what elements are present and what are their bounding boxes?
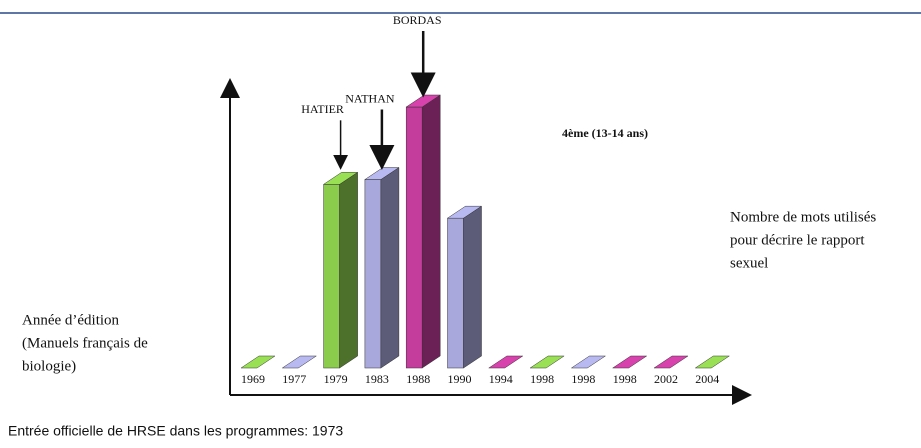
x-tick-label: 1983 bbox=[365, 372, 389, 386]
bar bbox=[446, 205, 483, 369]
bar-top bbox=[281, 355, 318, 369]
bar-top bbox=[487, 355, 524, 369]
bar-side bbox=[380, 167, 400, 369]
bar bbox=[405, 94, 442, 369]
bar bbox=[529, 355, 565, 369]
bar bbox=[570, 355, 607, 369]
x-tick-label: 1990 bbox=[448, 372, 472, 386]
bar-front bbox=[447, 217, 464, 369]
bar bbox=[364, 167, 400, 369]
bar-front bbox=[323, 184, 340, 369]
bar-side bbox=[421, 94, 441, 369]
x-tick-label: 1998 bbox=[530, 372, 554, 386]
bar bbox=[281, 355, 318, 369]
x-tick-label: 1988 bbox=[406, 372, 430, 386]
bar bbox=[611, 355, 648, 369]
x-tick-label: 2002 bbox=[654, 372, 678, 386]
x-axis-label: biologie) bbox=[22, 358, 76, 374]
chart-title: 4ème (13-14 ans) bbox=[562, 126, 648, 140]
annotation: HATIER bbox=[301, 102, 344, 116]
bar bbox=[487, 355, 524, 369]
bar bbox=[653, 355, 689, 369]
bar bbox=[240, 355, 276, 369]
y-axis-label: sexuel bbox=[730, 255, 768, 271]
bar-front bbox=[364, 179, 382, 369]
bar-top bbox=[322, 172, 359, 185]
bar-side bbox=[463, 205, 482, 369]
x-axis-label: (Manuels français de bbox=[22, 335, 148, 351]
bar bbox=[322, 171, 359, 369]
bar-top bbox=[611, 355, 648, 369]
bar-top bbox=[405, 94, 442, 108]
bar-front bbox=[405, 106, 423, 369]
x-tick-label: 1977 bbox=[282, 372, 306, 386]
annotation: BORDAS bbox=[393, 13, 442, 27]
bar bbox=[694, 355, 731, 369]
x-tick-label: 1998 bbox=[613, 372, 637, 386]
bar-top bbox=[653, 355, 689, 369]
bar-top bbox=[529, 355, 565, 369]
x-tick-label: 1994 bbox=[489, 372, 513, 386]
footer: Entrée officielle de HRSE dans les progr… bbox=[8, 423, 343, 439]
y-axis-label: pour décrire le rapport bbox=[730, 232, 865, 248]
bar-top bbox=[694, 355, 731, 369]
x-axis-label: Année d’édition bbox=[22, 312, 120, 328]
bar-top bbox=[240, 355, 276, 369]
annotation: NATHAN bbox=[345, 91, 395, 105]
x-tick-label: 1998 bbox=[571, 372, 595, 386]
x-tick-label: 1979 bbox=[324, 372, 348, 386]
bar-side bbox=[339, 171, 358, 369]
x-tick-label: 2004 bbox=[695, 372, 719, 386]
x-tick-label: 1969 bbox=[241, 372, 265, 386]
y-axis-label: Nombre de mots utilisés bbox=[730, 209, 876, 225]
bar-top bbox=[570, 355, 607, 369]
bar-top bbox=[446, 205, 483, 219]
bar-top bbox=[364, 167, 400, 180]
